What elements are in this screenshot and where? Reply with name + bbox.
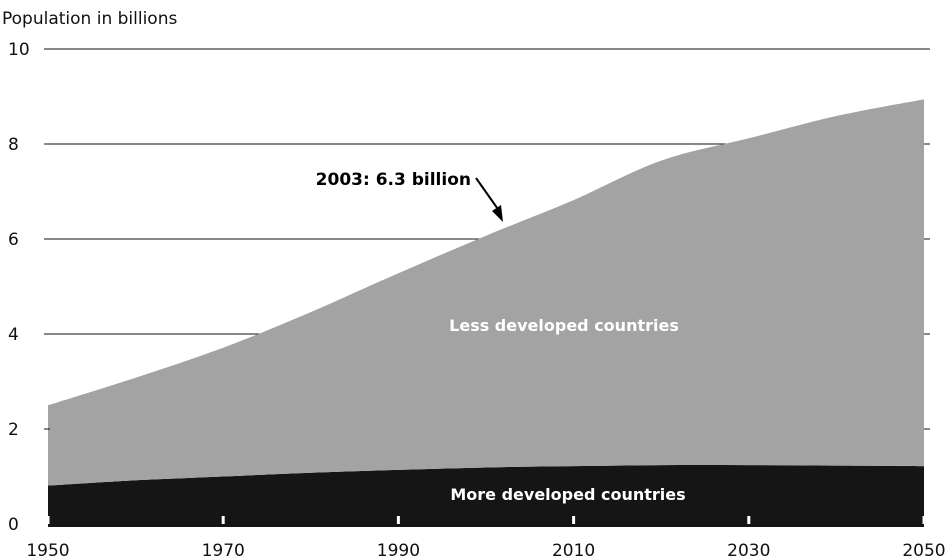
more-developed-countries-area (48, 464, 924, 524)
stacked-areas (48, 99, 924, 524)
x-tick-mark (221, 516, 225, 524)
x-tick-mark (396, 516, 400, 524)
annotation-arrowhead (492, 205, 503, 222)
x-tick-label: 1990 (377, 541, 420, 559)
x-axis-line (48, 523, 924, 527)
y-tick-label: 6 (8, 230, 19, 250)
x-tick-mark (922, 516, 926, 524)
annotation-group: 2003: 6.3 billion (316, 170, 503, 222)
annotation-arrow-line (475, 177, 501, 213)
less-developed-countries-area (48, 99, 924, 486)
y-axis-label: Population in billions (2, 9, 177, 29)
x-tick-label: 2030 (727, 541, 770, 559)
x-tick-mark (747, 516, 751, 524)
y-tick-label: 2 (8, 420, 19, 440)
x-tick-label: 2010 (552, 541, 595, 559)
y-tick-label: 0 (8, 515, 19, 535)
less-developed-label: Less developed countries (449, 316, 679, 335)
x-tick-label: 1970 (202, 541, 245, 559)
axes: 0 2 4 6 8 10 1950 1970 1990 2010 2030 2050 (8, 40, 946, 559)
y-tick-label: 10 (8, 40, 30, 60)
x-tick-mark (572, 516, 576, 524)
area-labels: Less developed countries More developed c… (449, 316, 686, 504)
y-tick-label: 8 (8, 135, 19, 155)
y-tick-label: 4 (8, 325, 19, 345)
annotation-2003: 2003: 6.3 billion (316, 170, 471, 190)
x-tick-label: 2050 (902, 541, 945, 559)
x-tick-label: 1950 (26, 541, 69, 559)
x-tick-mark (46, 516, 50, 524)
more-developed-label: More developed countries (450, 485, 685, 504)
